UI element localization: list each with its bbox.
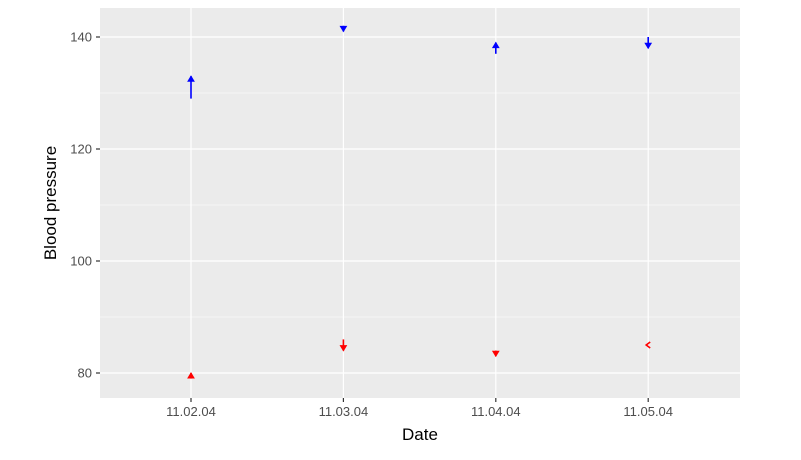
arrow-head [491,41,500,49]
arrow-head [339,345,348,352]
arrow-head [339,25,348,33]
arrow-head [187,75,195,82]
y-tick-label: 140 [70,30,92,45]
arrow [187,75,195,99]
arrow-head [491,350,500,358]
arrow [187,372,195,379]
arrow [491,41,500,54]
x-tick-label: 11.02.04 [166,404,216,419]
y-tick-label: 100 [70,254,92,269]
y-tick-label: 120 [70,142,92,157]
x-tick-label: 11.04.04 [471,404,521,419]
arrow [644,37,653,50]
x-tick-label: 11.03.04 [319,404,369,419]
y-tick-label: 80 [78,366,92,381]
arrow [644,341,651,349]
arrow-head [187,372,195,379]
arrow [339,339,348,352]
gridlines [100,8,740,398]
axes: 80 100 120 140 11.02.04 11.03.04 11.04.04 11.05… [70,30,673,420]
arrow [339,25,348,33]
arrow-head [644,42,653,50]
arrow [491,350,500,358]
arrow-head [644,341,651,349]
x-axis-title: Date [402,425,438,444]
arrows [187,25,653,379]
x-tick-label: 11.05.04 [623,404,673,419]
y-axis-title: Blood pressure [41,146,60,260]
plot-panel [100,8,740,398]
